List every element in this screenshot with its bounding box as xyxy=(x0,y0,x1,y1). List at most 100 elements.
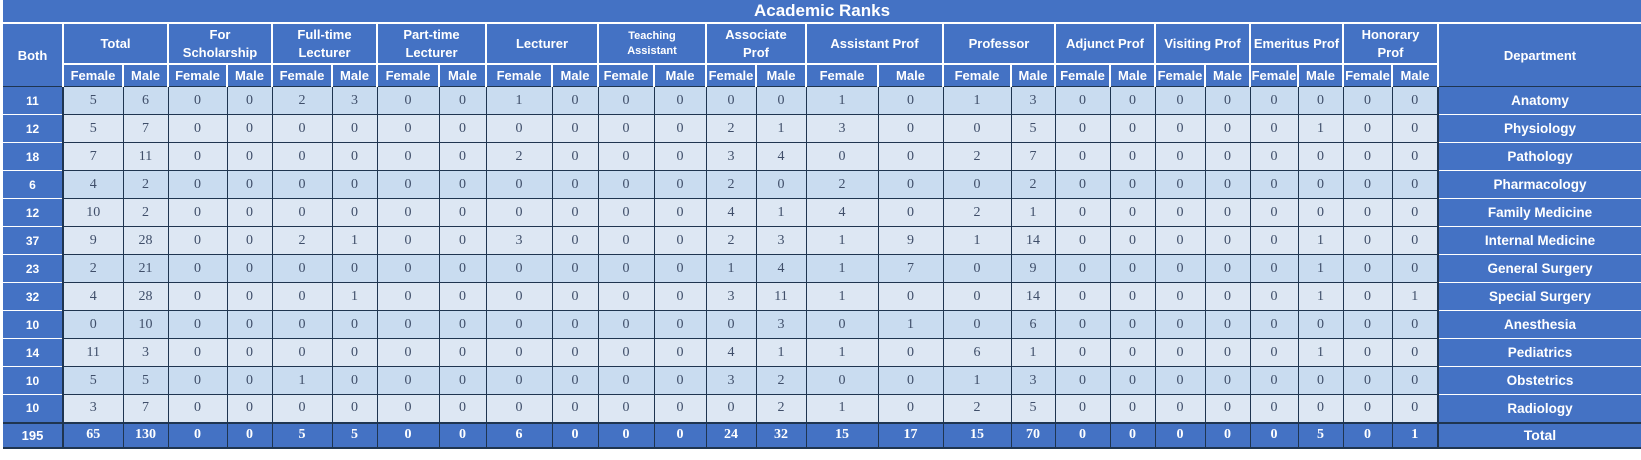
data-cell[interactable]: 0 xyxy=(755,86,807,115)
data-cell[interactable]: 0 xyxy=(1204,366,1251,395)
data-cell[interactable]: 32 xyxy=(755,421,807,449)
data-cell[interactable]: 0 xyxy=(1109,142,1156,171)
data-cell[interactable]: 0 xyxy=(167,142,228,171)
data-cell[interactable]: 0 xyxy=(331,114,378,143)
column-header-both[interactable]: Both xyxy=(3,23,64,87)
department-label-pathology[interactable]: Pathology xyxy=(1436,142,1641,171)
data-cell[interactable]: 0 xyxy=(551,226,599,255)
data-cell[interactable]: 7 xyxy=(1010,142,1056,171)
data-cell[interactable]: 0 xyxy=(1054,142,1111,171)
subheader-male-full-time-lecturer[interactable]: Male xyxy=(332,64,378,87)
data-cell[interactable]: 0 xyxy=(705,86,757,115)
column-group-professor[interactable]: Professor xyxy=(943,23,1056,65)
data-cell[interactable]: 0 xyxy=(167,394,228,423)
data-cell[interactable]: 1 xyxy=(1010,338,1056,367)
data-cell[interactable]: 0 xyxy=(376,394,440,423)
both-count-total[interactable]: 195 xyxy=(3,421,64,449)
data-cell[interactable]: 0 xyxy=(331,142,378,171)
data-cell[interactable]: 0 xyxy=(1249,310,1299,339)
data-cell[interactable]: 0 xyxy=(226,338,273,367)
data-cell[interactable]: 0 xyxy=(551,114,599,143)
data-cell[interactable]: 1 xyxy=(942,366,1012,395)
column-group-lecturer[interactable]: Lecturer xyxy=(486,23,599,65)
subheader-male-honorary-prof[interactable]: Male xyxy=(1392,64,1439,87)
both-count-general-surgery[interactable]: 23 xyxy=(3,254,64,283)
data-cell[interactable]: 0 xyxy=(1204,142,1251,171)
data-cell[interactable]: 0 xyxy=(1154,114,1206,143)
column-group-honorary-prof[interactable]: Honorary Prof xyxy=(1343,23,1439,65)
data-cell[interactable]: 0 xyxy=(1249,394,1299,423)
data-cell[interactable]: 130 xyxy=(122,421,169,449)
data-cell[interactable]: 0 xyxy=(167,170,228,199)
data-cell[interactable]: 1 xyxy=(1010,198,1056,227)
data-cell[interactable]: 1 xyxy=(1391,421,1439,449)
data-cell[interactable]: 0 xyxy=(1204,338,1251,367)
data-cell[interactable]: 0 xyxy=(1109,198,1156,227)
data-cell[interactable]: 3 xyxy=(1010,86,1056,115)
data-cell[interactable]: 0 xyxy=(438,198,487,227)
data-cell[interactable]: 0 xyxy=(653,310,707,339)
data-cell[interactable]: 0 xyxy=(485,170,553,199)
data-cell[interactable]: 5 xyxy=(271,421,333,449)
data-cell[interactable]: 0 xyxy=(1154,226,1206,255)
column-group-teaching-assistant[interactable]: Teaching Assistant xyxy=(598,23,707,65)
column-group-visiting-prof[interactable]: Visiting Prof xyxy=(1155,23,1251,65)
data-cell[interactable]: 0 xyxy=(226,114,273,143)
data-cell[interactable]: 7 xyxy=(122,114,169,143)
data-cell[interactable]: 3 xyxy=(122,338,169,367)
subheader-male-visiting-prof[interactable]: Male xyxy=(1205,64,1251,87)
data-cell[interactable]: 11 xyxy=(62,338,124,367)
data-cell[interactable]: 0 xyxy=(376,254,440,283)
data-cell[interactable]: 1 xyxy=(1297,282,1344,311)
data-cell[interactable]: 0 xyxy=(331,310,378,339)
data-cell[interactable]: 3 xyxy=(331,86,378,115)
department-label-pediatrics[interactable]: Pediatrics xyxy=(1436,338,1641,367)
data-cell[interactable]: 0 xyxy=(1204,310,1251,339)
data-cell[interactable]: 0 xyxy=(331,366,378,395)
data-cell[interactable]: 0 xyxy=(597,226,655,255)
data-cell[interactable]: 0 xyxy=(653,394,707,423)
data-cell[interactable]: 0 xyxy=(1342,338,1393,367)
both-count-pediatrics[interactable]: 14 xyxy=(3,338,64,367)
data-cell[interactable]: 0 xyxy=(376,282,440,311)
data-cell[interactable]: 0 xyxy=(551,170,599,199)
data-cell[interactable]: 0 xyxy=(551,86,599,115)
data-cell[interactable]: 7 xyxy=(877,254,944,283)
data-cell[interactable]: 0 xyxy=(167,114,228,143)
data-cell[interactable]: 0 xyxy=(551,310,599,339)
data-cell[interactable]: 9 xyxy=(1010,254,1056,283)
data-cell[interactable]: 2 xyxy=(485,142,553,171)
data-cell[interactable]: 1 xyxy=(1391,282,1439,311)
subheader-female-for-scholarship[interactable]: Female xyxy=(168,64,228,87)
data-cell[interactable]: 0 xyxy=(1204,86,1251,115)
subheader-female-associate-prof[interactable]: Female xyxy=(706,64,757,87)
data-cell[interactable]: 3 xyxy=(1010,366,1056,395)
data-cell[interactable]: 0 xyxy=(376,366,440,395)
data-cell[interactable]: 0 xyxy=(877,394,944,423)
data-cell[interactable]: 0 xyxy=(942,170,1012,199)
data-cell[interactable]: 0 xyxy=(226,226,273,255)
data-cell[interactable]: 0 xyxy=(653,282,707,311)
data-cell[interactable]: 0 xyxy=(705,394,757,423)
data-cell[interactable]: 0 xyxy=(226,254,273,283)
data-cell[interactable]: 0 xyxy=(653,86,707,115)
data-cell[interactable]: 0 xyxy=(1204,282,1251,311)
data-cell[interactable]: 0 xyxy=(877,170,944,199)
data-cell[interactable]: 0 xyxy=(1154,254,1206,283)
data-cell[interactable]: 0 xyxy=(1297,170,1344,199)
data-cell[interactable]: 0 xyxy=(1342,421,1393,449)
data-cell[interactable]: 2 xyxy=(1010,170,1056,199)
data-cell[interactable]: 0 xyxy=(1342,310,1393,339)
data-cell[interactable]: 0 xyxy=(376,338,440,367)
column-group-full-time-lecturer[interactable]: Full-time Lecturer xyxy=(272,23,378,65)
data-cell[interactable]: 5 xyxy=(1010,394,1056,423)
data-cell[interactable]: 0 xyxy=(597,114,655,143)
data-cell[interactable]: 4 xyxy=(805,198,879,227)
data-cell[interactable]: 0 xyxy=(1342,114,1393,143)
data-cell[interactable]: 0 xyxy=(942,282,1012,311)
data-cell[interactable]: 0 xyxy=(1391,338,1439,367)
data-cell[interactable]: 0 xyxy=(1204,421,1251,449)
data-cell[interactable]: 3 xyxy=(485,226,553,255)
data-cell[interactable]: 17 xyxy=(877,421,944,449)
data-cell[interactable]: 0 xyxy=(1342,86,1393,115)
